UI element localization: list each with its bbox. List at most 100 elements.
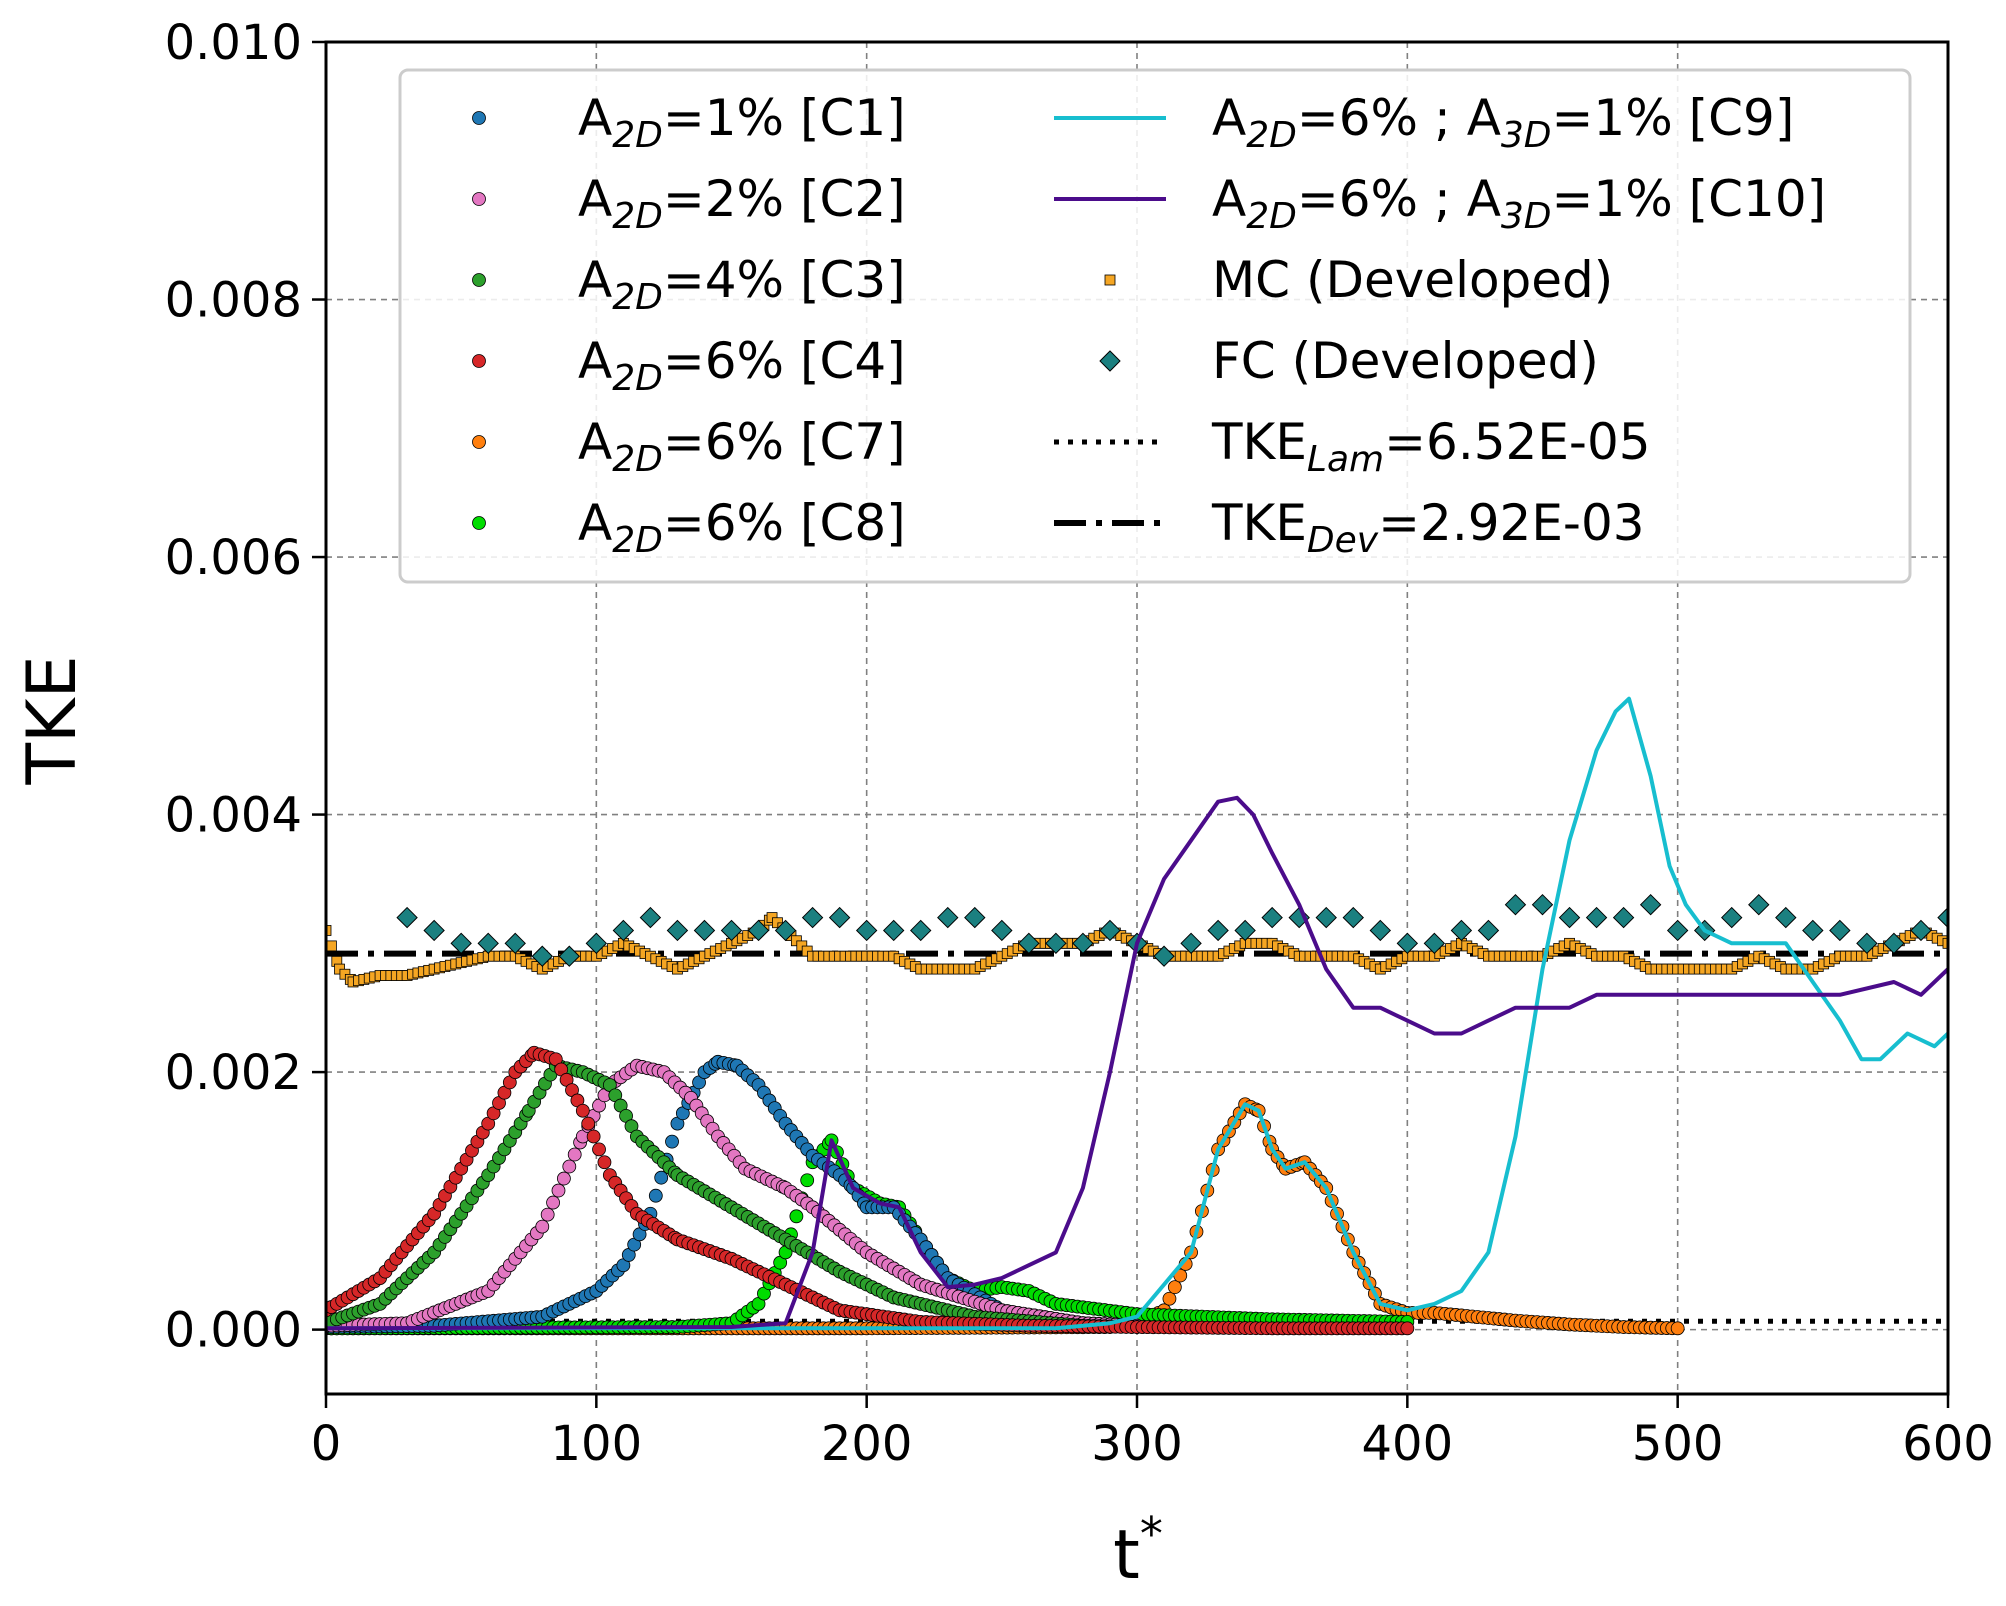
legend-marker-mc (1104, 274, 1116, 286)
legend-label-c9: A2D=6% ; A3D=1% [C9] (1212, 89, 1794, 156)
fc-developed-point (558, 945, 581, 967)
c2-point (546, 1195, 560, 1210)
legend-marker-c2 (472, 192, 486, 206)
legend-label-base: A (578, 170, 612, 228)
legend-label-sub: 2D (612, 358, 663, 399)
legend-label-c7: A2D=6% [C7] (578, 413, 906, 480)
fc-developed-point (1856, 932, 1878, 955)
legend-label-base: A (578, 413, 612, 471)
legend-label-sub2: 3D (1501, 196, 1552, 237)
fc-developed-point (1234, 919, 1256, 942)
c4-point (575, 1103, 590, 1118)
c7-point (1167, 1280, 1182, 1295)
legend-label-base: A (1212, 89, 1246, 147)
legend-label-sub: 2D (612, 277, 663, 318)
fc-developed-point (1666, 919, 1689, 942)
legend-label-c4: A2D=6% [C4] (578, 332, 906, 399)
legend-label-c10: A2D=6% ; A3D=1% [C10] (1212, 170, 1826, 237)
fc-developed-point (450, 932, 472, 955)
y-tick-label: 0.008 (165, 273, 302, 329)
legend-label-sub: 2D (612, 439, 663, 480)
legend-marker-c1 (472, 111, 486, 125)
ticks: 0 100 200 300 400 500 600 0.000 0.002 0.004 0.006 0… (165, 15, 1994, 1472)
fc-developed-point (1504, 893, 1527, 916)
fc-developed-point (1180, 932, 1202, 955)
fc-developed-point (1829, 919, 1851, 942)
fc-developed-point (828, 906, 851, 929)
legend-label-rest: =1% [C1] (663, 89, 906, 147)
fc-developed-point (1099, 919, 1121, 942)
legend-label-fc: FC (Developed) (1212, 332, 1599, 390)
fc-developed-point (1396, 932, 1419, 955)
y-tick-label: 0.004 (165, 788, 302, 844)
fc-developed-point (1423, 932, 1446, 955)
y-tick-label: 0.000 (165, 1303, 302, 1359)
fc-developed-point (423, 919, 445, 942)
fc-developed-point (801, 906, 824, 929)
fc-developed-point (693, 919, 716, 942)
fc-developed-point (774, 919, 797, 942)
fc-developed-point (1802, 919, 1824, 942)
legend: A2D=1% [C1]A2D=2% [C2]A2D=4% [C3]A2D=6% … (398, 68, 1912, 584)
legend-marker-c8 (472, 516, 486, 530)
legend-label-base: TKE (1211, 494, 1307, 552)
legend-label-rest: =2% [C2] (663, 170, 906, 228)
fc-developed-point (1207, 919, 1229, 942)
legend-marker-c4 (472, 354, 486, 368)
y-tick-label: 0.010 (165, 15, 302, 71)
legend-label-base: A (1212, 170, 1246, 228)
c1-point (654, 1170, 669, 1185)
fc-developed-point (504, 932, 526, 955)
c4-point (597, 1155, 612, 1170)
legend-marker-c7 (472, 435, 486, 449)
fc-developed-point (585, 932, 608, 955)
legend-label-c1: A2D=1% [C1] (578, 89, 906, 156)
c4-point (586, 1129, 601, 1144)
fc-developed-point (1072, 932, 1094, 955)
legend-marker-c3 (472, 273, 486, 287)
fc-developed-point (1639, 893, 1662, 916)
x-tick-label: 0 (311, 1416, 342, 1472)
fc-developed-point (1558, 906, 1581, 929)
plot-area (326, 696, 1948, 1336)
c1-point (665, 1134, 679, 1149)
y-tick-label: 0.002 (165, 1045, 302, 1101)
fc-developed-point (1369, 919, 1392, 942)
legend-label-lam: TKELam=6.52E-05 (1211, 413, 1651, 480)
legend-label-c3: A2D=4% [C3] (578, 251, 906, 318)
fc-developed-point (882, 919, 905, 942)
x-tick-label: 600 (1902, 1416, 1994, 1472)
legend-label-rest: =6% [C8] (663, 494, 906, 552)
legend-label-rest: =6% ; A (1297, 89, 1501, 147)
x-axis-label-sup: * (1140, 1507, 1163, 1561)
legend-label-rest2: =1% [C9] (1552, 89, 1795, 147)
legend-label-base: A (578, 251, 612, 309)
fc-developed-point (1910, 919, 1932, 942)
legend-label-c8: A2D=6% [C8] (578, 494, 906, 561)
x-tick-label: 100 (551, 1416, 643, 1472)
fc-developed-point (1045, 932, 1067, 955)
series-fc-developed (396, 893, 1948, 967)
legend-label-rest: =2.92E-03 (1378, 494, 1644, 552)
legend-label-rest2: =1% [C10] (1552, 170, 1827, 228)
y-tick-label: 0.006 (165, 530, 302, 586)
fc-developed-point (1585, 906, 1608, 929)
series-c4 (326, 1045, 1415, 1336)
fc-developed-point (1748, 893, 1770, 916)
fc-developed-point (639, 906, 662, 929)
legend-label-sub: Lam (1307, 439, 1384, 480)
c8-point (800, 1173, 815, 1188)
legend-label-sub: 2D (612, 115, 663, 156)
c4-point (1400, 1321, 1415, 1336)
x-tick-label: 300 (1091, 1416, 1183, 1472)
legend-label-base: TKE (1211, 413, 1307, 471)
legend-label-rest: =6% [C4] (663, 332, 906, 390)
c2-point (556, 1171, 571, 1186)
legend-label-rest: =6% [C7] (663, 413, 906, 471)
legend-label-sub: 2D (612, 196, 663, 237)
legend-marker-fc (1099, 350, 1121, 372)
fc-developed-point (1261, 906, 1283, 929)
fc-developed-point (1531, 893, 1554, 916)
legend-label-sub: 2D (1246, 115, 1297, 156)
